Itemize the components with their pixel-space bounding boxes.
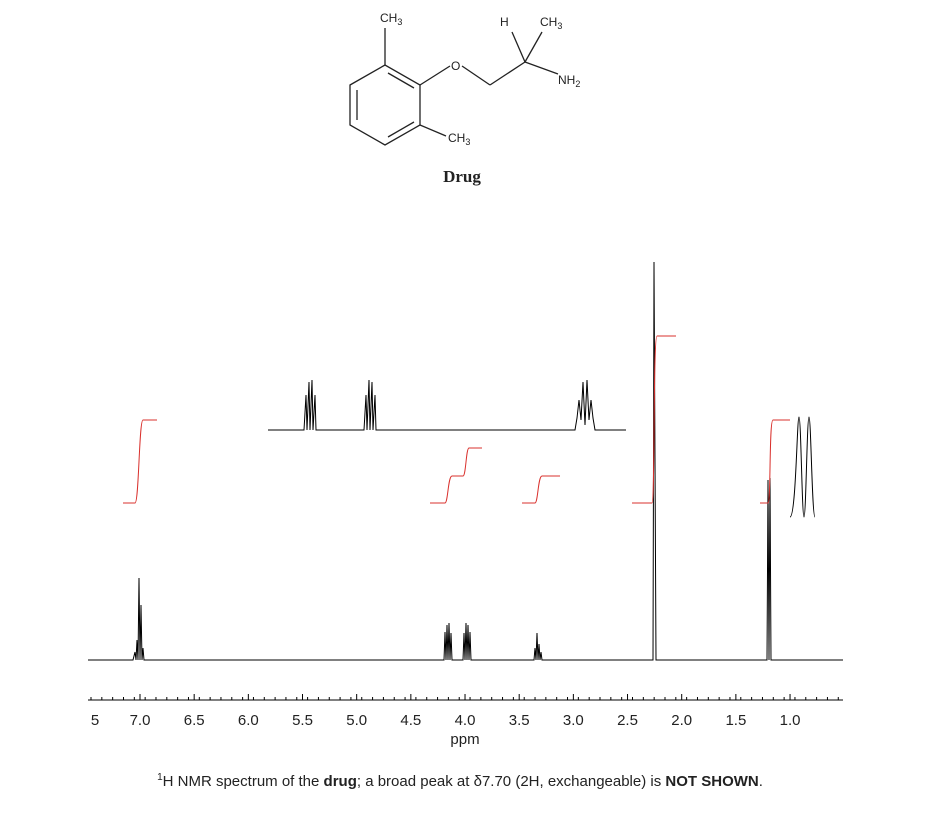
x-tick-label: 3.5 — [509, 712, 530, 729]
integral — [123, 419, 157, 504]
atom-label: NH2 — [558, 73, 580, 89]
spectrum-trace — [88, 261, 843, 661]
integral — [522, 475, 560, 504]
compound-name: Drug — [443, 167, 481, 186]
integral — [632, 335, 676, 504]
x-tick-label: 4.5 — [400, 712, 421, 729]
x-tick-label: 5 — [91, 712, 99, 729]
x-tick-label: 6.5 — [184, 712, 205, 729]
inset-trace — [268, 379, 626, 431]
x-tick-label: 5.5 — [292, 712, 313, 729]
x-tick-label: 2.0 — [671, 712, 692, 729]
benzene-ring — [349, 64, 421, 146]
x-axis: 5 7.0 6.5 6.0 5.5 5.0 4.5 4.0 3.5 3.0 2.5 2.0 1.5 1.0 — [88, 694, 843, 729]
x-tick-label: 1.5 — [725, 712, 746, 729]
spectrum — [88, 261, 843, 661]
atom-label: H — [500, 15, 509, 29]
x-tick-label: 2.5 — [617, 712, 638, 729]
axis-label: ppm — [450, 731, 479, 748]
atom-label: O — [451, 59, 460, 73]
x-tick-label: 3.0 — [563, 712, 584, 729]
x-tick-label: 7.0 — [130, 712, 151, 729]
x-tick-label: 4.0 — [455, 712, 476, 729]
atom-label: CH3 — [380, 11, 402, 27]
x-tick-label: 1.0 — [780, 712, 801, 729]
atom-label: CH3 — [448, 131, 470, 147]
atom-label: CH3 — [540, 15, 562, 31]
integral — [430, 447, 482, 504]
inset-trace — [789, 416, 816, 518]
caption: 1H NMR spectrum of the drug; a broad pea… — [157, 772, 763, 790]
x-tick-label: 5.0 — [346, 712, 367, 729]
integral — [760, 419, 790, 504]
structure: CH3 O H CH3 NH2 CH3 Drug — [349, 11, 580, 186]
x-tick-label: 6.0 — [238, 712, 259, 729]
